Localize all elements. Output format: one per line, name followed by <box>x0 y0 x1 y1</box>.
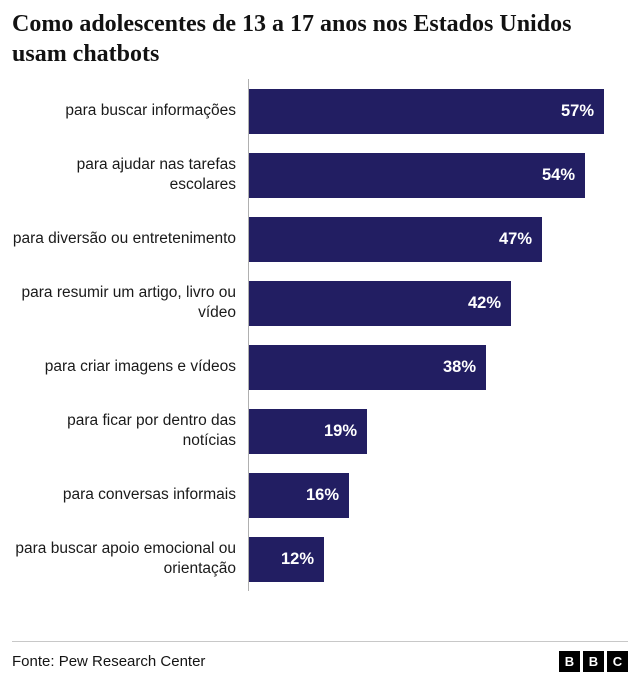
chart-row: para ajudar nas tarefas escolares 54% <box>12 143 628 208</box>
category-label: para conversas informais <box>62 485 236 503</box>
bbc-logo: B B C <box>559 651 628 672</box>
category-label: para diversão ou entretenimento <box>12 229 236 247</box>
chart-row: para diversão ou entretenimento 47% <box>12 207 628 272</box>
bar: 57% <box>249 88 604 134</box>
value-label: 16% <box>305 485 339 504</box>
value-label: 42% <box>467 293 501 312</box>
bar-chart: para buscar informações 57% para ajudar … <box>12 79 628 592</box>
plot-area: 42% <box>248 271 628 336</box>
category-label: para ficar por dentro das notícias <box>67 411 236 450</box>
bar: 47% <box>249 216 542 262</box>
bbc-logo-block: B <box>583 651 604 672</box>
bar: 54% <box>249 152 585 198</box>
value-label: 54% <box>541 165 575 184</box>
plot-area: 16% <box>248 463 628 528</box>
chart-row: para buscar apoio emocional ou orientaçã… <box>12 527 628 592</box>
value-label: 38% <box>442 357 476 376</box>
chart-row: para resumir um artigo, livro ou vídeo 4… <box>12 271 628 336</box>
chart-row: para buscar informações 57% <box>12 79 628 144</box>
plot-area: 38% <box>248 335 628 400</box>
bbc-logo-block: C <box>607 651 628 672</box>
bbc-logo-block: B <box>559 651 580 672</box>
plot-area: 54% <box>248 143 628 208</box>
plot-area: 57% <box>248 79 628 144</box>
bar: 16% <box>249 472 349 518</box>
bar: 38% <box>249 344 486 390</box>
bar: 42% <box>249 280 511 326</box>
value-label: 12% <box>280 549 314 568</box>
bar: 19% <box>249 408 367 454</box>
value-label: 57% <box>560 101 594 120</box>
value-label: 19% <box>323 421 357 440</box>
footer: Fonte: Pew Research Center B B C <box>12 641 628 672</box>
page-title: Como adolescentes de 13 a 17 anos nos Es… <box>12 11 572 67</box>
category-label: para resumir um artigo, livro ou vídeo <box>21 283 237 322</box>
chart-rows: para buscar informações 57% para ajudar … <box>12 79 628 592</box>
chart-row: para ficar por dentro das notícias 19% <box>12 399 628 464</box>
chart-row: para conversas informais 16% <box>12 463 628 528</box>
category-label: para buscar apoio emocional ou orientaçã… <box>15 539 236 578</box>
plot-area: 47% <box>248 207 628 272</box>
chart-row: para criar imagens e vídeos 38% <box>12 335 628 400</box>
value-label: 47% <box>498 229 532 248</box>
plot-area: 12% <box>248 527 628 592</box>
category-label: para buscar informações <box>65 101 236 119</box>
category-label: para criar imagens e vídeos <box>44 357 236 375</box>
plot-area: 19% <box>248 399 628 464</box>
source-text: Fonte: Pew Research Center <box>12 653 206 670</box>
category-label: para ajudar nas tarefas escolares <box>76 155 236 194</box>
bar: 12% <box>249 536 324 582</box>
